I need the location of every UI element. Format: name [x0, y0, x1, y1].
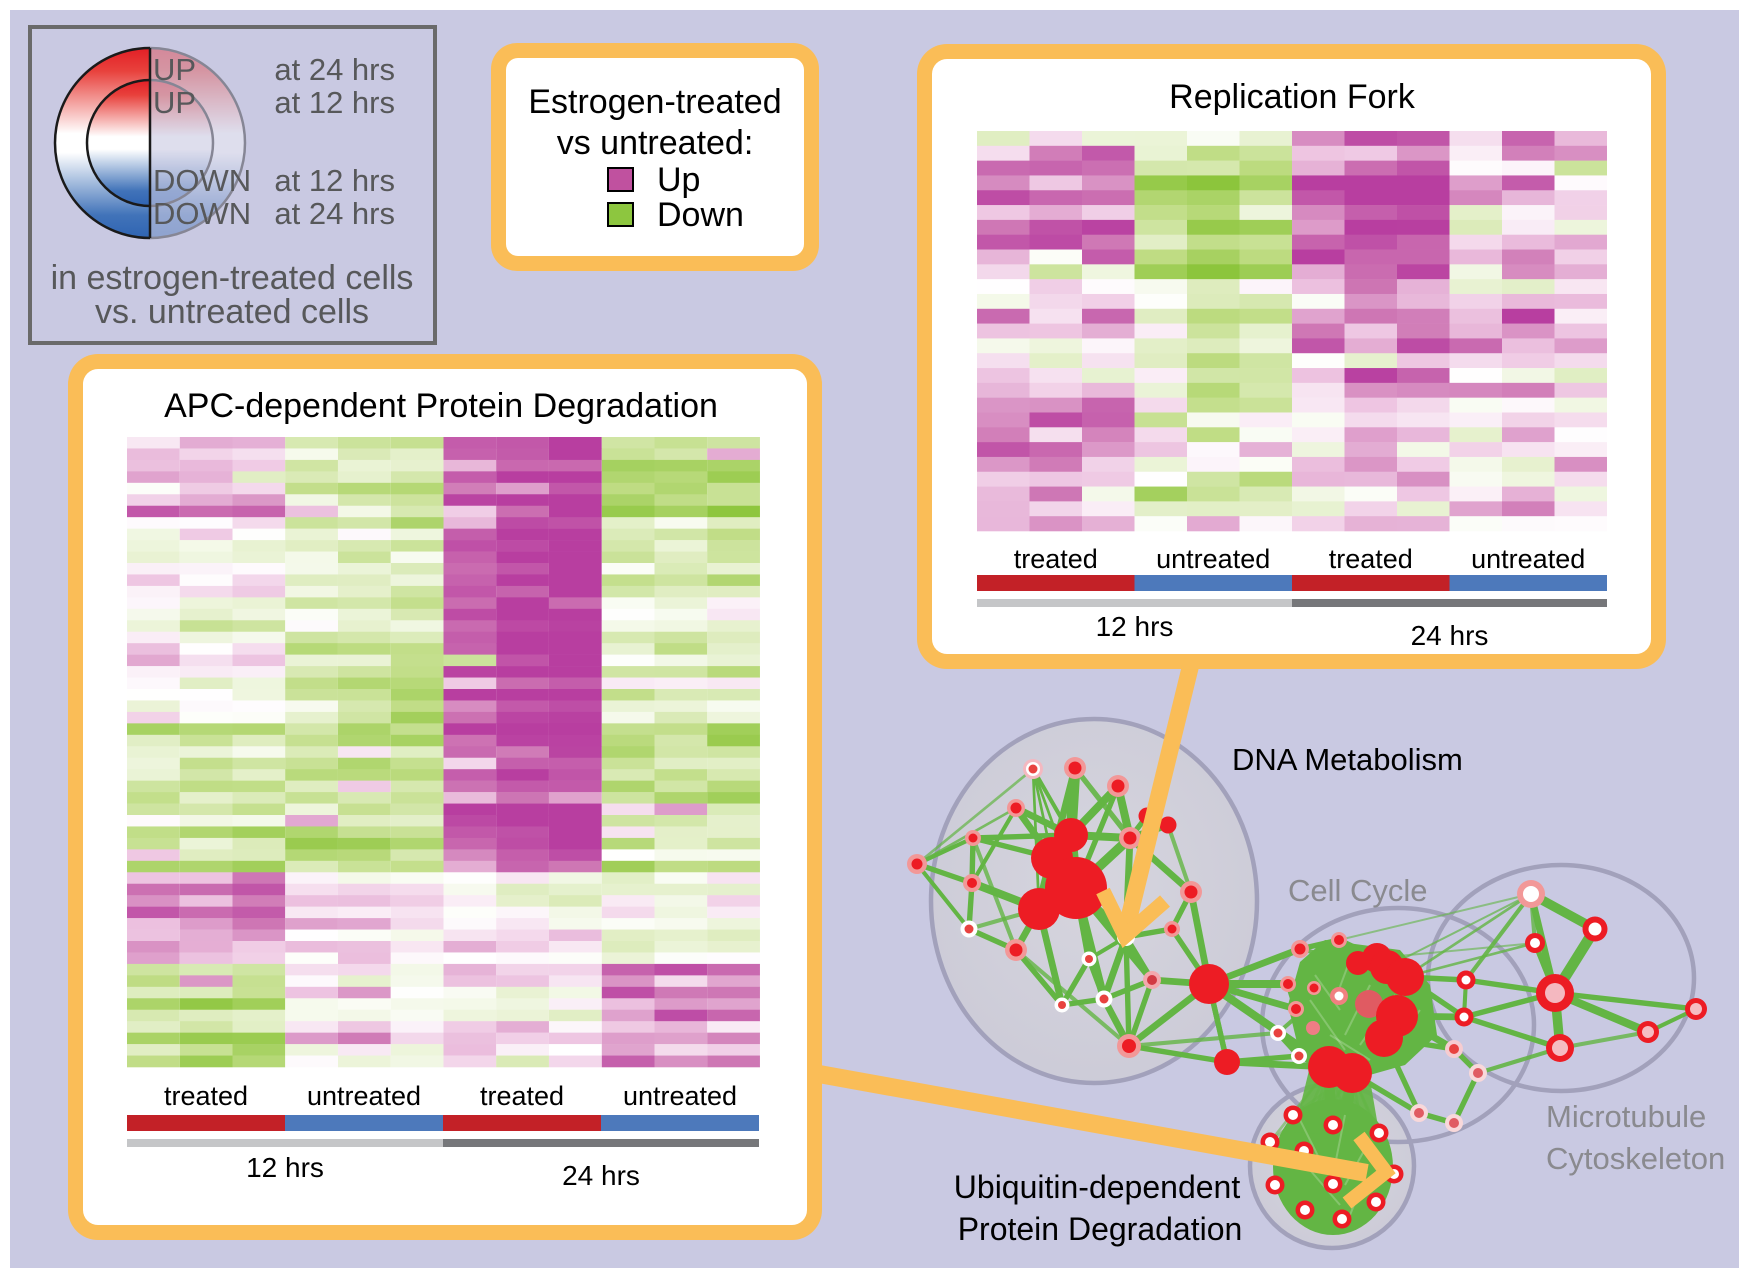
- svg-text:Ubiquitin-dependent: Ubiquitin-dependent: [954, 1169, 1241, 1205]
- svg-text:DNA Metabolism: DNA Metabolism: [1232, 742, 1463, 777]
- svg-text:12 hrs: 12 hrs: [1096, 611, 1174, 642]
- svg-text:Down: Down: [657, 196, 744, 234]
- svg-text:untreated: untreated: [1471, 544, 1585, 574]
- svg-text:at 12 hrs: at 12 hrs: [274, 163, 395, 198]
- svg-text:in estrogen-treated cells: in estrogen-treated cells: [51, 259, 414, 297]
- svg-text:treated: treated: [1329, 544, 1413, 574]
- svg-text:Replication Fork: Replication Fork: [1169, 78, 1416, 116]
- svg-text:Up: Up: [657, 161, 700, 199]
- svg-text:treated: treated: [164, 1081, 248, 1111]
- svg-text:DOWN: DOWN: [153, 196, 251, 231]
- svg-text:Microtubule: Microtubule: [1546, 1099, 1706, 1134]
- svg-text:at 12 hrs: at 12 hrs: [274, 85, 395, 120]
- svg-text:at 24 hrs: at 24 hrs: [274, 52, 395, 87]
- svg-text:treated: treated: [1014, 544, 1098, 574]
- svg-text:APC-dependent Protein Degradat: APC-dependent Protein Degradation: [164, 387, 718, 425]
- svg-text:untreated: untreated: [307, 1081, 421, 1111]
- svg-text:24 hrs: 24 hrs: [1411, 620, 1489, 651]
- svg-text:UP: UP: [153, 85, 196, 120]
- svg-text:Cell Cycle: Cell Cycle: [1288, 873, 1428, 908]
- svg-text:Estrogen-treated: Estrogen-treated: [528, 83, 781, 121]
- svg-text:UP: UP: [153, 52, 196, 87]
- svg-text:DOWN: DOWN: [153, 163, 251, 198]
- svg-text:treated: treated: [480, 1081, 564, 1111]
- svg-text:at 24 hrs: at 24 hrs: [274, 196, 395, 231]
- svg-text:24 hrs: 24 hrs: [562, 1160, 640, 1191]
- svg-text:vs. untreated cells: vs. untreated cells: [95, 293, 369, 331]
- svg-text:Cytoskeleton: Cytoskeleton: [1546, 1141, 1725, 1176]
- svg-text:vs untreated:: vs untreated:: [557, 124, 754, 162]
- svg-text:Protein Degradation: Protein Degradation: [958, 1211, 1243, 1247]
- svg-text:untreated: untreated: [1156, 544, 1270, 574]
- svg-text:12 hrs: 12 hrs: [246, 1152, 324, 1183]
- svg-text:untreated: untreated: [623, 1081, 737, 1111]
